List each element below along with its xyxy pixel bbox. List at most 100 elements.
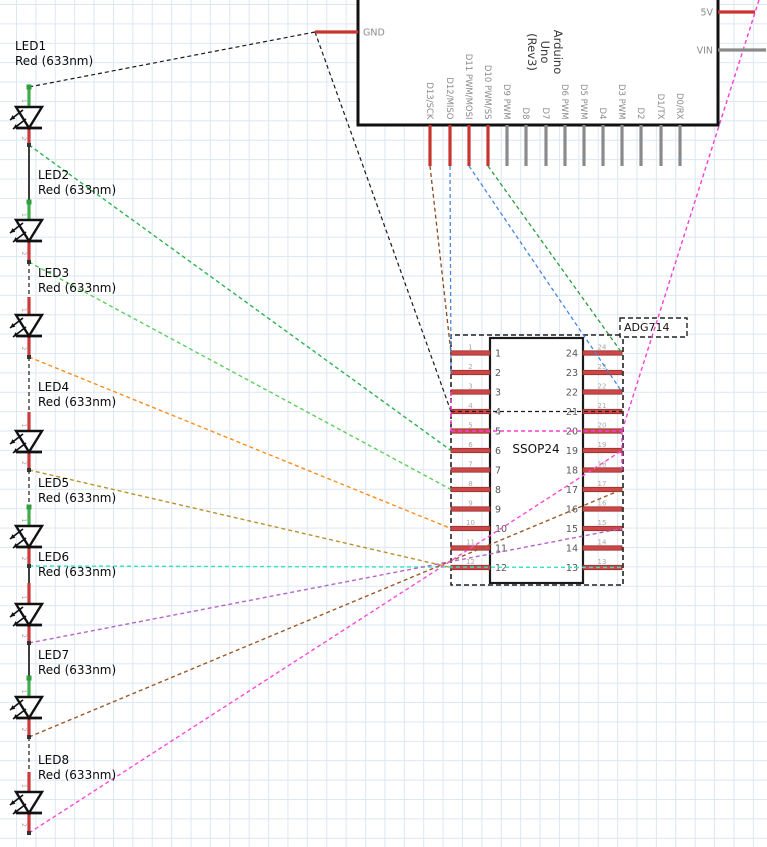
adg714-pin-9[interactable] <box>450 506 491 512</box>
led-triangle[interactable] <box>13 429 45 455</box>
adg714-pin-number: 8 <box>495 485 501 496</box>
led-arrowhead <box>10 228 16 233</box>
arduino-title-line: Uno <box>538 41 552 64</box>
adg714-pad-number: 13 <box>598 558 607 566</box>
adg714-pin-1[interactable] <box>450 350 491 356</box>
adg714-pad-number: 23 <box>598 363 607 371</box>
led-2-component[interactable]: 1 2 LED2 Red (633nm) <box>9 168 116 264</box>
adg714-component[interactable]: 1 241 242 232 233 223 224 214 215 205 206 196 197 187… <box>450 317 688 586</box>
led-label: LED3 Red (633nm) <box>38 266 116 295</box>
led-pin-mark: 1 <box>20 424 27 428</box>
wire-d13-to-adg714-pin1[interactable] <box>429 165 452 354</box>
adg714-pad-number: 17 <box>598 480 607 488</box>
led-3-component[interactable]: 1 2 LED3 Red (633nm) <box>9 266 116 359</box>
adg714-pin-22[interactable] <box>582 389 623 395</box>
led-type: Red (633nm) <box>15 54 93 68</box>
wire-led6-to-adg714-pin15[interactable] <box>28 527 623 644</box>
led-pin-mark: 2 <box>20 137 27 141</box>
arduino-pin-label: 5V <box>700 8 713 19</box>
adg714-pad-number: 16 <box>598 500 607 508</box>
adg714-pin-24[interactable] <box>582 350 623 356</box>
arduino-pin-label: D13/SCK <box>424 82 434 120</box>
led-triangle[interactable] <box>13 602 45 628</box>
led-bottom-junction-dot <box>27 831 31 835</box>
arduino-pin-label: D7 <box>540 108 550 120</box>
adg714-pin-14[interactable] <box>582 545 623 551</box>
led-triangle[interactable] <box>13 313 45 339</box>
led-label: LED8 Red (633nm) <box>38 753 116 782</box>
led-bottom-junction-dot <box>27 143 31 147</box>
wire-led3-to-adg714-pin10[interactable] <box>28 356 452 530</box>
adg714-pin-16[interactable] <box>582 506 623 512</box>
adg714-pin-number: 11 <box>495 543 507 554</box>
led-arrowhead <box>13 809 19 814</box>
adg714-pad-number: 2 <box>468 363 472 371</box>
arduino-pin-label: D3 PWM <box>616 84 626 120</box>
wire-led7-to-adg714-pin17[interactable] <box>28 488 623 738</box>
adg714-pad-number: 6 <box>468 441 473 449</box>
adg714-pin-19[interactable] <box>582 447 623 454</box>
led-7-component[interactable]: 1 2 LED7 Red (633nm) <box>9 648 116 739</box>
wire-led4-to-adg714-pin12[interactable] <box>28 469 452 569</box>
led-arrowhead <box>10 115 16 120</box>
led-6-component[interactable]: 1 2 LED6 Red (633nm) <box>9 550 116 645</box>
led-type: Red (633nm) <box>38 663 116 677</box>
arduino-body[interactable] <box>356 0 720 127</box>
adg714-pin-17[interactable] <box>582 486 623 493</box>
led-5-component[interactable]: 1 2 LED5 Red (633nm) <box>9 476 116 568</box>
adg714-pin-number: 23 <box>566 368 578 379</box>
adg714-pad-number: 24 <box>598 344 607 352</box>
led-triangle[interactable] <box>13 524 45 550</box>
led-bottom-junction-dot <box>27 468 31 472</box>
adg714-pin-23[interactable] <box>582 369 623 376</box>
arduino-pin-label: GND <box>363 28 385 39</box>
led-type: Red (633nm) <box>38 565 116 579</box>
wire-d11-to-adg714-pin22[interactable] <box>468 165 623 393</box>
wire-led1-to-adg714-pin6[interactable] <box>28 144 452 452</box>
adg714-pad-number: 18 <box>598 461 607 469</box>
led-label: LED5 Red (633nm) <box>38 476 116 505</box>
led-label: LED1 Red (633nm) <box>15 39 93 68</box>
arduino-pin-label: D10 PWM/SS <box>482 65 492 120</box>
adg714-pin-number: 18 <box>566 465 578 476</box>
led-name: LED1 <box>15 39 46 53</box>
adg714-pin-number: 13 <box>566 563 578 574</box>
arduino-pin-label: D9 PWM <box>501 84 511 120</box>
led-arrowhead <box>13 621 19 626</box>
wire-5v-to-adg714-pin20[interactable] <box>621 0 760 432</box>
adg714-pin-number: 2 <box>495 368 501 379</box>
adg714-pin-number: 4 <box>495 407 501 418</box>
adg714-pad-number: 5 <box>468 422 472 430</box>
led-1-component[interactable]: 1 2 LED1 Red (633nm) <box>9 39 93 147</box>
led-label: LED2 Red (633nm) <box>38 168 116 197</box>
led-triangle[interactable] <box>13 695 45 721</box>
adg714-pin-7[interactable] <box>450 467 491 473</box>
led-triangle[interactable] <box>13 790 45 816</box>
arduino-pin-label: D6 PWM <box>559 84 569 120</box>
adg714-pin-number: 7 <box>495 465 501 476</box>
adg714-pin-number: 20 <box>566 426 578 437</box>
wire-led2-to-adg714-pin8[interactable] <box>28 261 452 491</box>
led-pin-mark: 1 <box>20 308 27 312</box>
arduino-title-line: (Rev3) <box>525 33 539 71</box>
arduino-pin-label: D2 <box>635 108 645 120</box>
wire-d10-to-adg714-pin24[interactable] <box>487 165 623 354</box>
led-triangle[interactable] <box>13 105 45 131</box>
led-arrowhead <box>13 543 19 548</box>
led-triangle[interactable] <box>13 218 45 244</box>
adg714-body[interactable] <box>488 336 585 585</box>
wire-led8-to-adg714-pin19[interactable] <box>28 449 623 834</box>
ratsnest-wires <box>28 0 760 834</box>
led-8-component[interactable]: 1 2 LED8 Red (633nm) <box>9 753 116 835</box>
led-name: LED3 <box>38 266 69 280</box>
arduino-pin-label: D0/RX <box>674 93 684 120</box>
led-arrowhead <box>13 332 19 337</box>
wire-led5-to-adg714-pin13[interactable] <box>28 565 623 569</box>
adg714-pad-number: 11 <box>466 539 475 547</box>
adg714-pin-number: 6 <box>495 446 501 457</box>
arduino-pin-label: D12/MISO <box>444 77 454 119</box>
adg714-pin-number: 3 <box>495 387 501 398</box>
led-4-component[interactable]: 1 2 LED4 Red (633nm) <box>9 380 116 472</box>
